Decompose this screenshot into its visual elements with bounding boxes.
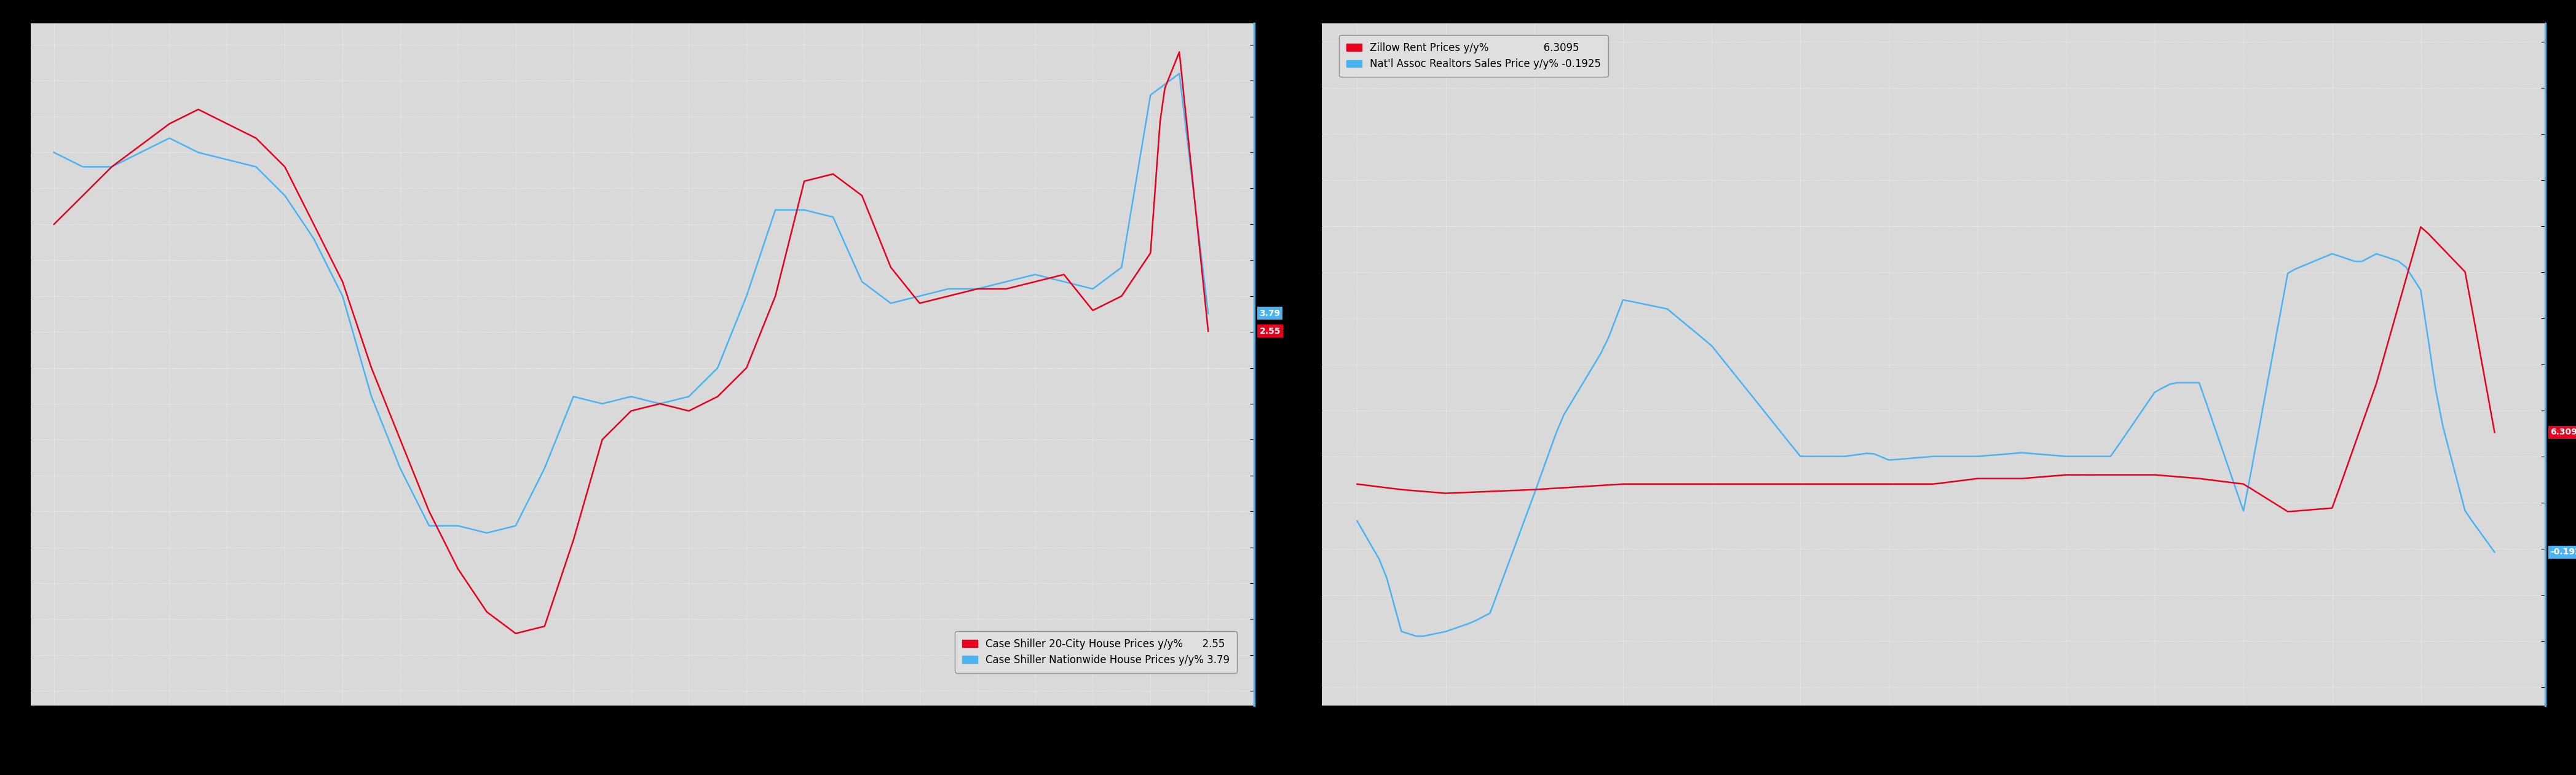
Legend: Case Shiller 20-City House Prices y/y%      2.55, Case Shiller Nationwide House : Case Shiller 20-City House Prices y/y% 2… (956, 632, 1236, 673)
Text: 02-Apr-2023 10:31:42: 02-Apr-2023 10:31:42 (1157, 746, 1226, 753)
Text: 6.3095: 6.3095 (2550, 428, 2576, 436)
Text: 02-Apr-2023 11:04:50: 02-Apr-2023 11:04:50 (2375, 746, 2445, 753)
Text: SPCS20Y% Index (S&P CoreLogic Case-Shiller 20-City Composite City Home Price NSA: SPCS20Y% Index (S&P CoreLogic Case-Shill… (31, 746, 456, 753)
Legend: Zillow Rent Prices y/y%                 6.3095, Nat'l Assoc Realtors Sales Price: Zillow Rent Prices y/y% 6.3095, Nat'l As… (1340, 35, 1607, 77)
Text: Copyright© 2023 Bloomberg Finance L.P.: Copyright© 2023 Bloomberg Finance L.P. (886, 746, 1020, 753)
Text: 3.79: 3.79 (1260, 309, 1280, 318)
Text: -0.1925: -0.1925 (2550, 548, 2576, 556)
Text: Copyright© 2023 Bloomberg Finance L.P.: Copyright© 2023 Bloomberg Finance L.P. (2056, 746, 2187, 753)
Text: ZRIOAYOY Index (US Zillow Rent Index All Homes YoY)  Monthly 07APR2010-28FEB2023: ZRIOAYOY Index (US Zillow Rent Index All… (1321, 746, 1600, 753)
Text: 2.55: 2.55 (1260, 327, 1280, 336)
